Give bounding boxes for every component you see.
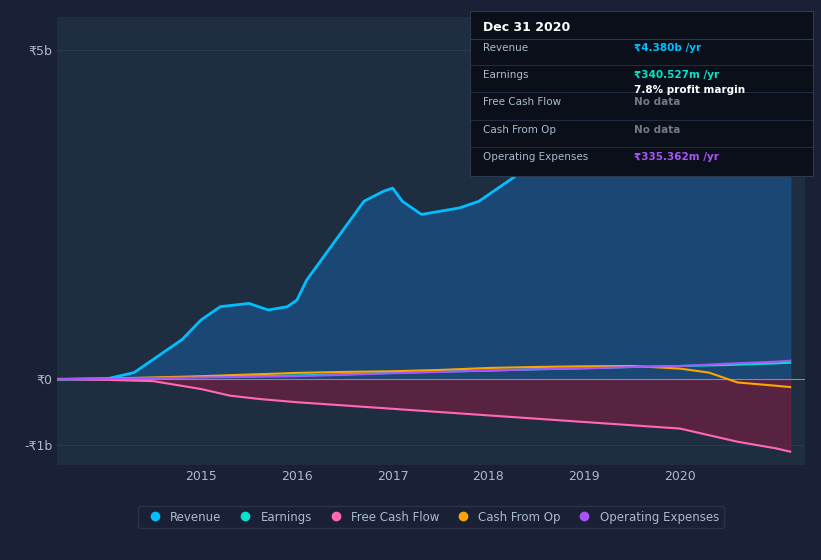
Text: 7.8% profit margin: 7.8% profit margin <box>635 85 745 95</box>
Text: ₹335.362m /yr: ₹335.362m /yr <box>635 152 719 162</box>
Text: Dec 31 2020: Dec 31 2020 <box>484 21 571 34</box>
Text: Operating Expenses: Operating Expenses <box>484 152 589 162</box>
Text: ₹340.527m /yr: ₹340.527m /yr <box>635 70 719 80</box>
Text: Free Cash Flow: Free Cash Flow <box>484 97 562 108</box>
Legend: Revenue, Earnings, Free Cash Flow, Cash From Op, Operating Expenses: Revenue, Earnings, Free Cash Flow, Cash … <box>139 506 723 528</box>
Text: Earnings: Earnings <box>484 70 529 80</box>
Text: Cash From Op: Cash From Op <box>484 125 557 135</box>
Text: Revenue: Revenue <box>484 43 529 53</box>
Text: No data: No data <box>635 125 681 135</box>
Text: No data: No data <box>635 97 681 108</box>
Text: ₹4.380b /yr: ₹4.380b /yr <box>635 43 701 53</box>
